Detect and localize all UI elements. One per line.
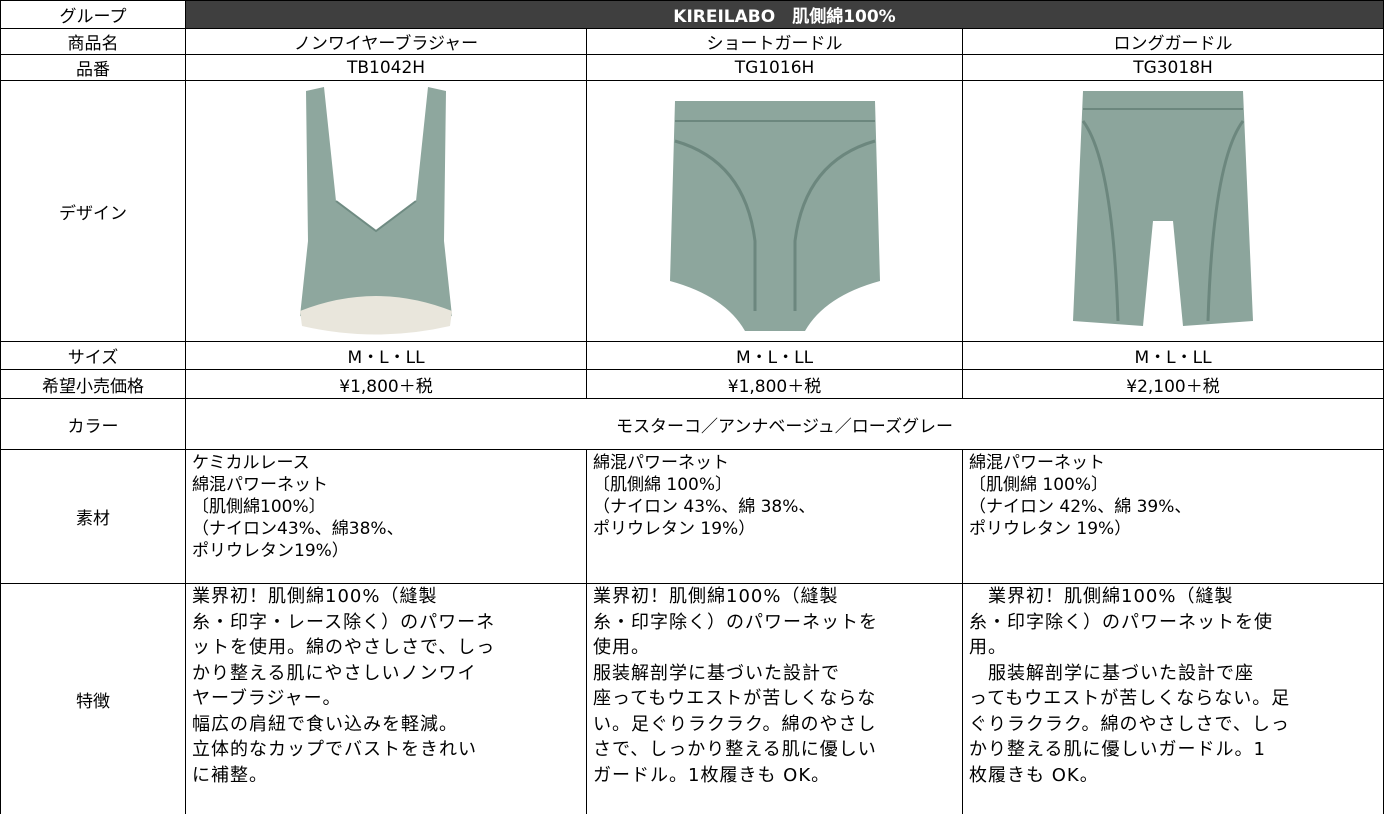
material: 綿混パワーネット 〔肌側綿 100%〕 （ナイロン 43%、綿 38%、 ポリウレタン… <box>586 449 963 584</box>
code: TG3018H <box>962 54 1384 81</box>
row-label: カラー <box>0 398 186 450</box>
features-line: 枚履きも OK。 <box>969 764 1099 786</box>
row: カラー モスターコ／アンナベージュ／ローズグレー <box>0 398 1384 450</box>
features-line: ヤーブラジャー。 <box>192 688 342 709</box>
features-line: 座ってもウエストが苦しくならな <box>593 688 877 709</box>
garment <box>1071 89 1255 328</box>
row: グループ KIREILABO 肌側綿100% <box>0 0 1384 29</box>
material-line: ポリウレタン 19%） <box>969 519 1132 539</box>
material-line: ポリウレタン 19%） <box>593 519 756 539</box>
row-label: 特徴 <box>0 583 186 814</box>
material-line: ポリウレタン19%） <box>192 541 349 561</box>
features: 業界初！肌側綿100%（縫製糸・印字除く）のパワーネットを 使用。服装解剖学に基づ… <box>586 583 963 814</box>
row-label: 素材 <box>0 449 186 584</box>
design <box>962 80 1384 342</box>
garment <box>668 99 881 333</box>
row-label: サイズ <box>0 341 186 370</box>
price: ¥1,800＋税 <box>185 369 587 399</box>
material-line: 〔肌側綿 100%〕 <box>593 475 733 495</box>
row-label: デザイン <box>0 80 186 342</box>
product-image <box>668 99 881 333</box>
features-line: かり整える肌にやさしいノンワイ <box>192 662 477 684</box>
features-line: ガードル。1枚履きも OK。 <box>593 764 831 786</box>
design <box>586 80 963 342</box>
features-line: 服装解剖学に基づいた設計で座 <box>969 662 1254 684</box>
size: M・L・LL <box>185 341 587 370</box>
size: M・L・LL <box>586 341 963 370</box>
row: 特徴 業界初！肌側綿100%（縫製 糸・印字・レース除く）のパワーネ ットを使用。綿の… <box>0 583 1384 814</box>
price: ¥1,800＋税 <box>586 369 963 399</box>
row: 希望小売価格 ¥1,800＋税 ¥1,800＋税 ¥2,100＋税 <box>0 369 1384 399</box>
features-line: 服装解剖学に基づいた設計で <box>593 662 840 684</box>
features-line: に補整。 <box>192 764 268 786</box>
name: ノンワイヤーブラジャー <box>185 28 587 55</box>
material-line: 綿混パワーネット <box>192 475 328 495</box>
features-line: 糸・印字・レース除く）のパワーネ <box>192 611 496 633</box>
price: ¥2,100＋税 <box>962 369 1384 399</box>
product-image <box>1071 89 1255 328</box>
features-line: 幅広の肩紐で食い込みを軽減。 <box>192 713 458 735</box>
row: 商品名 ノンワイヤーブラジャー ショートガードル ロングガードル <box>0 28 1384 55</box>
size: M・L・LL <box>962 341 1384 370</box>
row: サイズ M・L・LL M・L・LL M・L・LL <box>0 341 1384 370</box>
material-line: （ナイロン43%、綿38%、 <box>192 519 404 539</box>
features: 業界初！肌側綿100%（縫製糸・印字除く）のパワーネットを使 用。 服装解剖学に基… <box>962 583 1384 814</box>
features-line: 糸・印字除く）のパワーネットを使 <box>969 611 1273 633</box>
features-line: 業界初！肌側綿100%（縫製 <box>969 586 1234 607</box>
features-line: い。足ぐりラクラク。綿のやさし <box>593 713 877 735</box>
material-line: 〔肌側綿 100%〕 <box>969 475 1109 495</box>
row-label: 品番 <box>0 54 186 81</box>
features-line: ってもウエストが苦しくならない。足 <box>969 688 1291 709</box>
material-line: （ナイロン 43%、綿 38%、 <box>593 497 816 517</box>
row: デザイン <box>0 80 1384 342</box>
colors: モスターコ／アンナベージュ／ローズグレー <box>185 398 1384 450</box>
row-label: グループ <box>0 0 186 29</box>
features-line: 業界初！肌側綿100%（縫製 <box>593 586 839 607</box>
features-line: さで、しっかり整える肌に優しい <box>593 739 877 760</box>
features-line: 用。 <box>969 637 1007 658</box>
features-line: かり整える肌に優しいガードル。1 <box>969 739 1266 760</box>
row: 品番 TB1042H TG1016H TG3018H <box>0 54 1384 81</box>
code: TB1042H <box>185 54 587 81</box>
product-image <box>299 86 453 336</box>
row-label: 商品名 <box>0 28 186 55</box>
features-line: ットを使用。綿のやさしさで、しっ <box>192 637 496 658</box>
material-line: ケミカルレース <box>192 453 310 473</box>
material: ケミカルレース 綿混パワーネット 〔肌側綿100%〕 （ナイロン43%、綿38%、 ポリ… <box>185 449 587 584</box>
features-line: 立体的なカップでバストをきれい <box>192 739 477 760</box>
name: ショートガードル <box>586 28 963 55</box>
material-line: 綿混パワーネット <box>969 453 1105 473</box>
features: 業界初！肌側綿100%（縫製糸・印字・レース除く）のパワーネ ットを使用。綿のやさ… <box>185 583 587 814</box>
garment <box>299 86 453 336</box>
material-line: 〔肌側綿100%〕 <box>192 497 326 517</box>
material: 綿混パワーネット 〔肌側綿 100%〕 （ナイロン 42%、綿 39%、 ポリウレタン… <box>962 449 1384 584</box>
material-line: 綿混パワーネット <box>593 453 729 473</box>
features-line: 使用。 <box>593 637 650 658</box>
features-line: 糸・印字除く）のパワーネットを <box>593 611 878 633</box>
features-line: ぐりラクラク。綿のやさしさで、しっ <box>969 713 1290 735</box>
features-line: 業界初！肌側綿100%（縫製 <box>192 586 438 607</box>
design <box>185 80 587 342</box>
code: TG1016H <box>586 54 963 81</box>
group-name: KIREILABO 肌側綿100% <box>185 0 1384 29</box>
name: ロングガードル <box>962 28 1384 55</box>
row: 素材 ケミカルレース 綿混パワーネット 〔肌側綿100%〕 （ナイロン43%、綿38%、… <box>0 449 1384 584</box>
row-label: 希望小売価格 <box>0 369 186 399</box>
material-line: （ナイロン 42%、綿 39%、 <box>969 497 1192 517</box>
